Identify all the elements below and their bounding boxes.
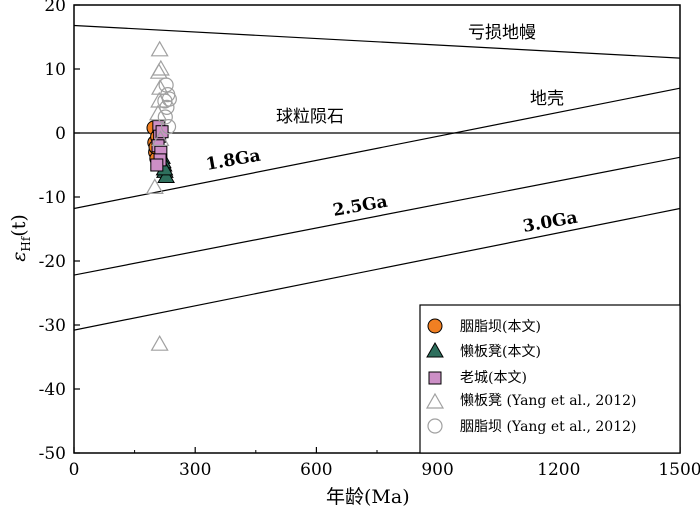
point-series-4 (157, 109, 173, 125)
point-series-4 (159, 99, 175, 116)
y-tick-label: -40 (39, 380, 66, 400)
y-axis-title-main: ε (8, 252, 30, 262)
reference-line-0 (74, 24, 680, 59)
legend-marker-4 (427, 418, 443, 434)
legend-label-3: 懒板凳 (Yang et al., 2012) (460, 393, 636, 409)
x-tick-label: 0 (69, 460, 80, 480)
y-tick-label: -30 (39, 316, 66, 336)
point-series-1 (157, 167, 175, 184)
legend-label-0: 胭脂坝(本文) (460, 319, 541, 335)
y-tick-label: -20 (39, 252, 66, 272)
x-tick-label: 1500 (658, 460, 700, 480)
legend-label-4: 胭脂坝 (Yang et al., 2012) (460, 419, 636, 435)
y-tick-label: 10 (44, 60, 66, 80)
legend-label-1: 懒板凳(本文) (460, 344, 541, 360)
point-series-3 (150, 40, 169, 57)
legend-marker-0 (427, 318, 443, 334)
point-series-4 (160, 118, 177, 135)
y-tick-label: -50 (39, 444, 66, 464)
line-2-5ga-label: 2.5Ga (331, 192, 389, 221)
point-series-4 (161, 91, 177, 107)
reference-lines (74, 24, 680, 331)
reference-line-2 (74, 87, 680, 210)
line-1-8ga-label: 1.8Ga (204, 146, 262, 175)
legend-label-2: 老城(本文) (460, 370, 527, 386)
y-tick-label: 20 (44, 0, 66, 16)
svg-text:εHf(t): εHf(t) (8, 214, 33, 262)
reference-line-4 (74, 156, 680, 276)
y-axis-title: εHf(t) (8, 214, 33, 262)
point-series-2 (150, 158, 164, 172)
depleted-mantle-label: 亏损地幔 (468, 23, 536, 43)
legend-marker-3 (425, 392, 445, 409)
x-axis-title: 年龄(Ma) (326, 486, 410, 508)
x-axis: 0 300 600 900 1200 1500 (69, 447, 700, 480)
point-series-3 (150, 334, 169, 351)
crust-label: 地壳 (530, 89, 564, 109)
y-tick-label: -10 (39, 188, 66, 208)
y-axis: 20 10 0 -10 -20 -30 -40 -50 (39, 0, 80, 464)
legend: 胭脂坝(本文) 懒板凳(本文) 老城(本文) 懒板凳 (Yang et al.,… (419, 304, 681, 454)
point-series-3 (149, 62, 168, 79)
x-tick-label: 900 (421, 460, 453, 480)
point-series-3 (151, 130, 170, 146)
y-axis-title-sub: Hf (19, 235, 33, 251)
reference-line-5 (74, 207, 680, 331)
point-series-3 (145, 178, 164, 194)
data-points (145, 40, 177, 351)
x-tick-label: 600 (300, 460, 332, 480)
y-tick-label: 0 (55, 124, 66, 144)
legend-marker-2 (428, 371, 442, 385)
x-tick-label: 1200 (537, 460, 580, 480)
line-3-0ga-label: 3.0Ga (521, 208, 579, 237)
legend-marker-1 (426, 341, 444, 358)
y-axis-title-suffix: (t) (8, 214, 30, 236)
chondrite-label: 球粒陨石 (276, 107, 344, 127)
legend-box (419, 304, 681, 454)
x-tick-label: 300 (179, 460, 211, 480)
point-series-4 (158, 77, 174, 93)
